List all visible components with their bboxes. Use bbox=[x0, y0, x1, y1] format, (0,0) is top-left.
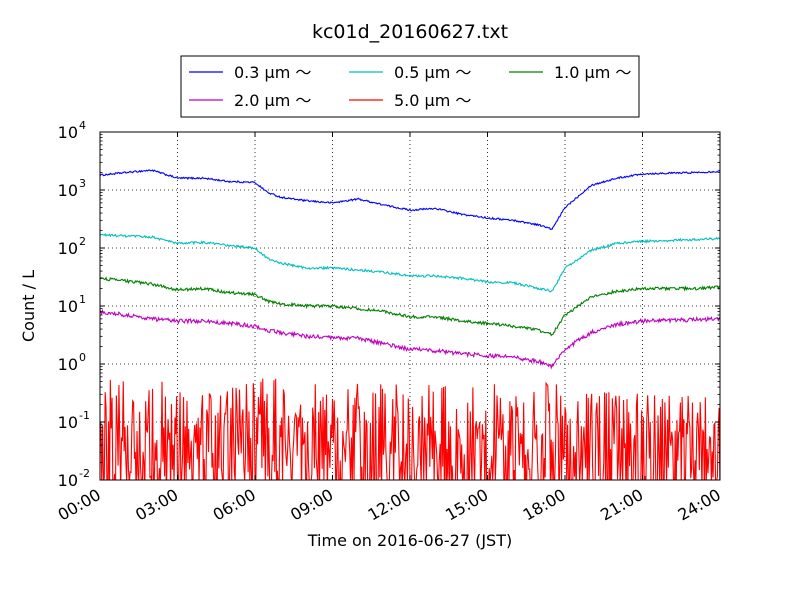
y-tick-label-base: 10 bbox=[58, 413, 78, 432]
y-tick-label: 10 2 bbox=[58, 235, 86, 258]
legend: 0.3 μm ～ 0.5 μm ～ 1.0 μm ～ 2.0 μm ～ 5.0 μm ～ bbox=[180, 55, 640, 118]
y-tick-label-exponent: 2 bbox=[79, 235, 86, 248]
y-tick-label: 10 3 bbox=[58, 177, 86, 200]
legend-label: 2.0 μm ～ bbox=[234, 91, 311, 110]
series-line bbox=[100, 378, 720, 480]
series-line bbox=[100, 276, 720, 337]
y-tick-label-base: 10 bbox=[58, 123, 78, 142]
legend-label: 0.5 μm ～ bbox=[394, 63, 471, 82]
legend-label: 1.0 μm ～ bbox=[554, 63, 631, 82]
chart-title: kc01d_20160627.txt bbox=[312, 21, 508, 43]
y-tick-label: 10 -2 bbox=[58, 467, 90, 490]
y-tick-label: 10 4 bbox=[58, 119, 86, 142]
series-line bbox=[100, 232, 720, 293]
y-tick-label-base: 10 bbox=[58, 297, 78, 316]
series-layer bbox=[100, 169, 720, 480]
y-tick-label-exponent: -2 bbox=[79, 467, 90, 480]
y-tick-label: 10 1 bbox=[58, 293, 86, 316]
legend-label: 5.0 μm ～ bbox=[394, 91, 471, 110]
y-tick-label: 10 -1 bbox=[58, 409, 90, 432]
series-line bbox=[100, 169, 720, 231]
x-axis-label: Time on 2016-06-27 (JST) bbox=[307, 531, 512, 550]
y-tick-label-exponent: 3 bbox=[79, 177, 86, 190]
legend-label: 0.3 μm ～ bbox=[234, 63, 311, 82]
y-tick-label-exponent: 0 bbox=[79, 351, 86, 364]
y-tick-label-exponent: 4 bbox=[79, 119, 86, 132]
y-tick-label-base: 10 bbox=[58, 355, 78, 374]
y-axis-label: Count / L bbox=[19, 270, 38, 342]
y-tick-label-base: 10 bbox=[58, 471, 78, 490]
legend-box bbox=[180, 55, 640, 118]
y-tick-label-base: 10 bbox=[58, 239, 78, 258]
y-tick-label-exponent: 1 bbox=[79, 293, 86, 306]
y-tick-label-base: 10 bbox=[58, 181, 78, 200]
y-tick-label: 10 0 bbox=[58, 351, 86, 374]
y-tick-label-exponent: -1 bbox=[79, 409, 90, 422]
series-line bbox=[100, 308, 720, 370]
axis-ticks bbox=[99, 131, 721, 481]
